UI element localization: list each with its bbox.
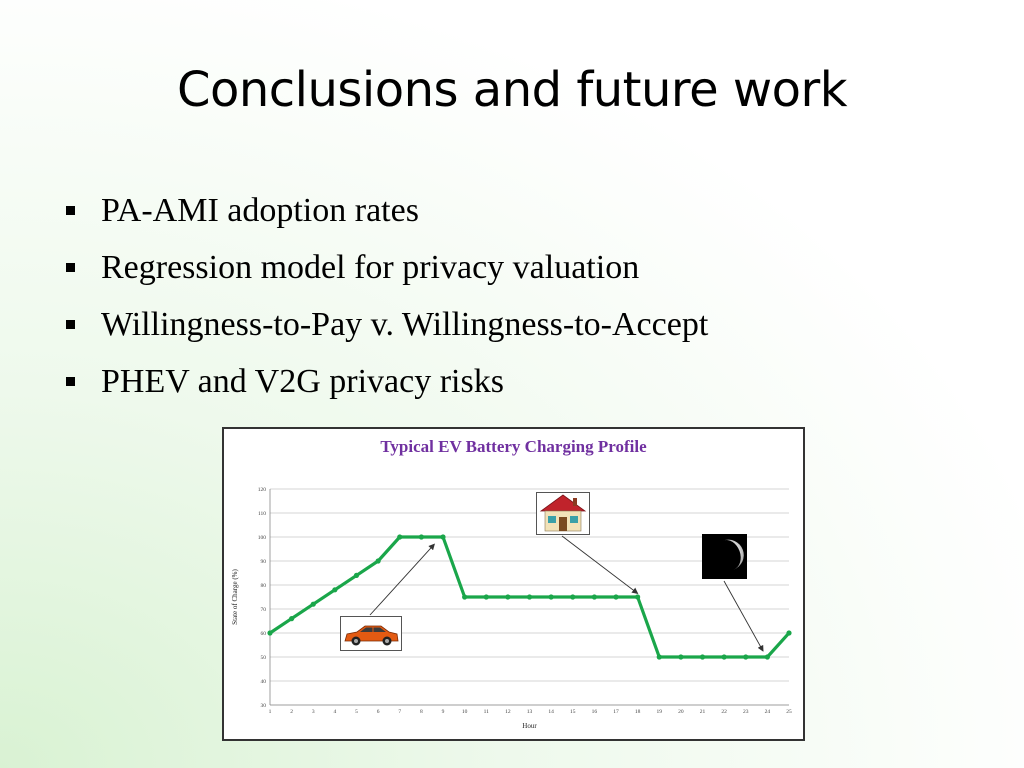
x-tick-label: 20 xyxy=(678,709,684,715)
x-tick-label: 8 xyxy=(420,709,423,715)
data-point xyxy=(743,654,749,660)
data-point xyxy=(699,654,706,660)
data-point xyxy=(721,654,727,660)
x-tick-label: 11 xyxy=(484,709,490,715)
y-tick-label: 80 xyxy=(261,583,267,589)
bullet-item: PA-AMI adoption rates xyxy=(62,188,708,245)
x-tick-label: 9 xyxy=(442,709,445,715)
slide-title: Conclusions and future work xyxy=(176,62,848,118)
x-tick-label: 24 xyxy=(765,709,771,715)
data-point xyxy=(505,594,511,600)
data-point xyxy=(613,594,619,600)
x-tick-label: 6 xyxy=(377,709,380,715)
data-point xyxy=(310,601,316,607)
x-tick-label: 5 xyxy=(355,709,358,715)
data-point xyxy=(332,587,338,593)
chart-frame: Typical EV Battery Charging Profile 30 40… xyxy=(222,427,805,741)
moon-icon xyxy=(722,539,744,570)
x-tick-label: 12 xyxy=(505,709,511,715)
bullet-square-icon xyxy=(66,263,75,272)
x-tick-label: 2 xyxy=(290,709,293,715)
y-tick-label: 30 xyxy=(261,703,267,709)
y-tick-label: 90 xyxy=(261,559,267,565)
data-point xyxy=(440,534,446,540)
data-point xyxy=(289,616,295,622)
y-tick-label: 60 xyxy=(261,631,267,637)
data-point xyxy=(375,558,381,564)
x-tick-label: 7 xyxy=(398,709,401,715)
y-tick-label: 110 xyxy=(258,511,266,517)
bullet-list: PA-AMI adoption rates Regression model f… xyxy=(62,188,708,416)
house-annotation-arrow xyxy=(561,535,639,594)
x-tick-label: 1 xyxy=(269,709,272,715)
x-tick-label: 19 xyxy=(657,709,663,715)
data-point xyxy=(483,594,489,600)
x-tick-label: 16 xyxy=(592,709,598,715)
x-tick-label: 21 xyxy=(700,709,706,715)
x-tick-label: 23 xyxy=(743,709,749,715)
moon-annotation-arrow xyxy=(723,580,764,652)
x-tick-label: 17 xyxy=(613,709,619,715)
data-point xyxy=(678,654,684,660)
x-tick-label: 10 xyxy=(462,709,468,715)
y-tick-label: 70 xyxy=(261,607,267,613)
car-annotation-arrow xyxy=(369,543,435,616)
bullet-text: Willingness-to-Pay v. Willingness-to-Acc… xyxy=(101,306,709,343)
house-icon xyxy=(539,494,587,532)
x-tick-label: 15 xyxy=(570,709,576,715)
x-tick-label: 25 xyxy=(786,709,792,715)
data-point xyxy=(635,594,641,600)
x-tick-label: 22 xyxy=(721,709,727,715)
y-axis-label: State of Charge (%) xyxy=(231,569,239,625)
data-point xyxy=(786,630,792,636)
data-point xyxy=(764,654,770,660)
x-tick-label: 4 xyxy=(334,709,337,715)
x-tick-label: 18 xyxy=(635,709,641,715)
x-axis-label: Hour xyxy=(522,722,537,730)
bullet-text: PHEV and V2G privacy risks xyxy=(101,363,504,400)
data-point xyxy=(526,594,533,600)
data-point xyxy=(570,594,576,600)
data-point xyxy=(591,594,597,600)
bullet-item: Willingness-to-Pay v. Willingness-to-Acc… xyxy=(62,302,708,359)
y-tick-label: 120 xyxy=(258,487,267,493)
bullet-square-icon xyxy=(66,320,75,329)
y-tick-label: 50 xyxy=(261,655,267,661)
x-tick-label: 13 xyxy=(527,709,533,715)
data-point xyxy=(656,654,662,660)
x-tick-label: 14 xyxy=(548,709,554,715)
data-point xyxy=(267,630,273,636)
bullet-item: PHEV and V2G privacy risks xyxy=(62,359,708,416)
bullet-item: Regression model for privacy valuation xyxy=(62,245,708,302)
data-point xyxy=(397,534,403,540)
y-tick-label: 40 xyxy=(261,679,267,685)
car-image xyxy=(340,616,402,651)
x-tick-label: 3 xyxy=(312,709,315,715)
car-icon xyxy=(344,625,399,646)
bullet-square-icon xyxy=(66,377,75,386)
data-point xyxy=(462,594,468,600)
bullet-text: PA-AMI adoption rates xyxy=(101,192,419,229)
data-point xyxy=(548,594,554,600)
house-image xyxy=(536,492,590,535)
data-point xyxy=(353,572,360,578)
data-point xyxy=(418,534,424,540)
moon-image xyxy=(702,534,747,579)
chart-title: Typical EV Battery Charging Profile xyxy=(380,437,647,456)
y-tick-label: 100 xyxy=(258,535,267,541)
bullet-square-icon xyxy=(66,206,75,215)
bullet-text: Regression model for privacy valuation xyxy=(101,249,640,286)
